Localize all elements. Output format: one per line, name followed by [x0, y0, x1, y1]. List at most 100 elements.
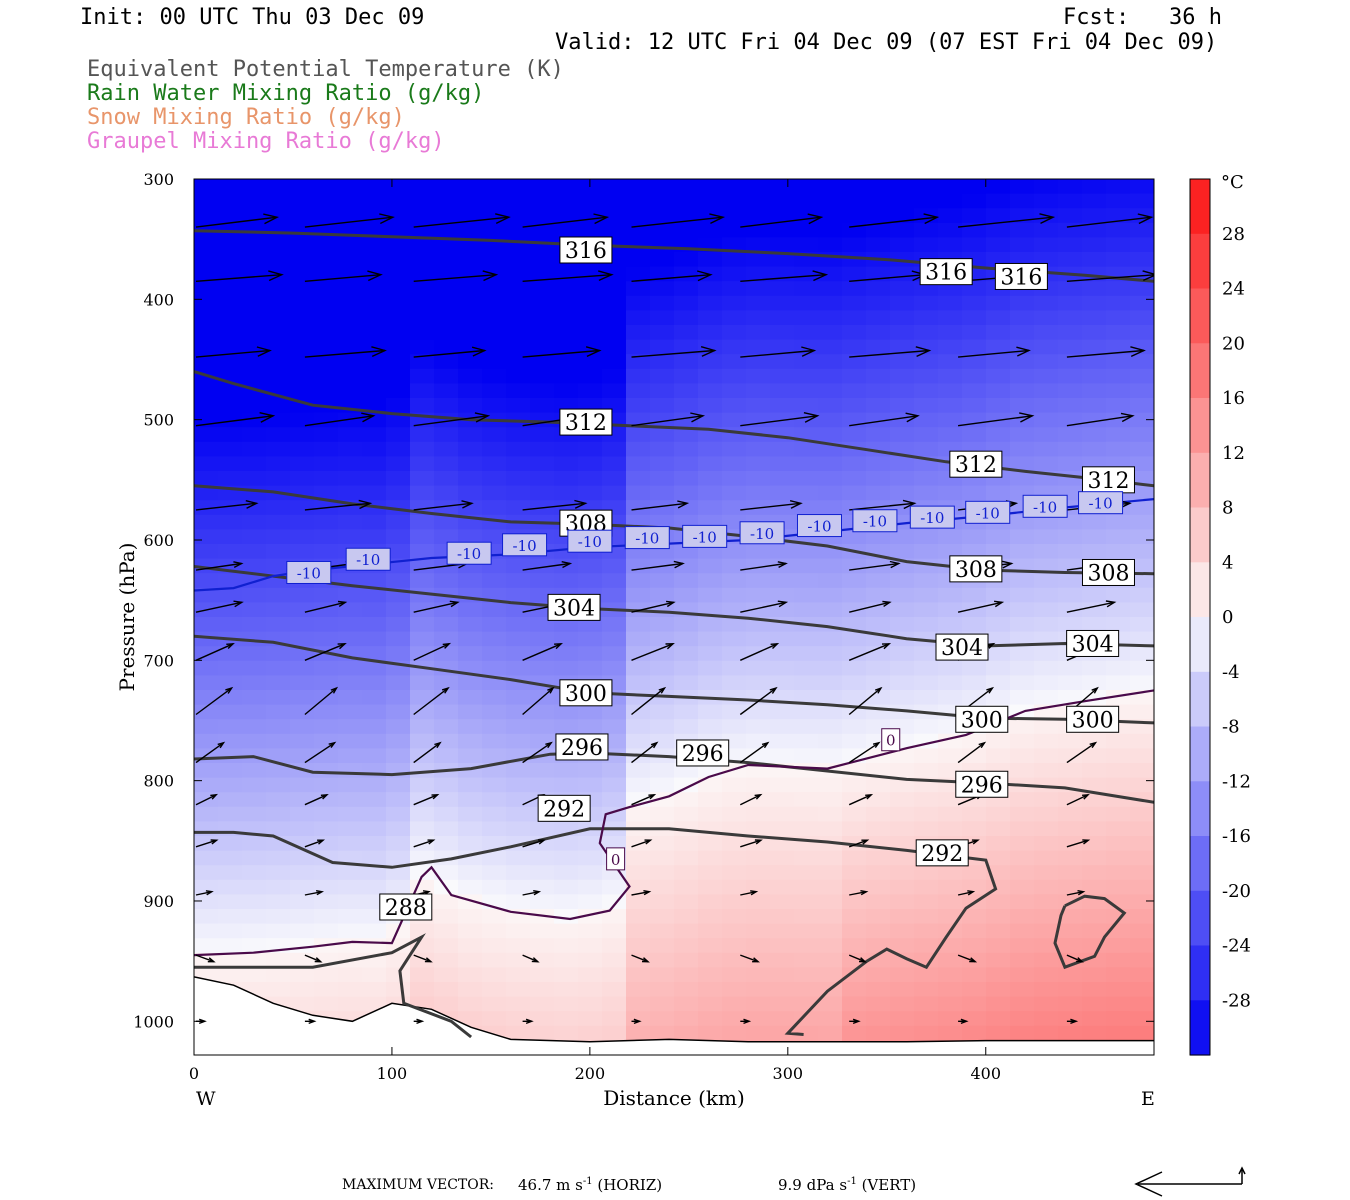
- temperature-cell: [698, 938, 723, 954]
- temperature-cell: [554, 850, 579, 866]
- temperature-cell: [554, 909, 579, 925]
- temperature-cell: [818, 412, 843, 428]
- temperature-cell: [1010, 631, 1035, 647]
- temperature-cell: [1010, 923, 1035, 939]
- temperature-cell: [530, 222, 555, 238]
- wind-vector: [631, 274, 711, 282]
- wind-vector: [740, 839, 762, 848]
- temperature-cell: [770, 938, 795, 954]
- wind-vector: [848, 794, 872, 806]
- temperature-cell: [434, 617, 459, 633]
- temperature-cell: [602, 704, 627, 720]
- temperature-cell: [722, 310, 747, 326]
- temperature-cell: [338, 690, 363, 706]
- temperature-cell: [626, 996, 651, 1012]
- temperature-cell: [746, 281, 771, 297]
- temperature-cell: [650, 850, 675, 866]
- temperature-cell: [1130, 602, 1154, 618]
- temperature-cell: [674, 1025, 699, 1041]
- temperature-cell: [1058, 529, 1083, 545]
- temperature-cell: [362, 295, 387, 311]
- temperature-cell: [722, 646, 747, 662]
- temperature-cell: [698, 368, 723, 384]
- temperature-cell: [218, 573, 243, 589]
- temperature-cell: [218, 967, 243, 983]
- temperature-cell: [338, 237, 363, 253]
- temperature-cell: [194, 266, 219, 282]
- temperature-cell: [1034, 850, 1059, 866]
- temperature-cell: [458, 806, 483, 822]
- temperature-cell: [770, 923, 795, 939]
- temperature-cell: [698, 281, 723, 297]
- theta-e-label-box: [949, 555, 1003, 583]
- temperature-cell: [914, 982, 939, 998]
- temperature-cell: [986, 967, 1011, 983]
- temperature-cell: [554, 879, 579, 895]
- temperature-cell: [770, 1025, 795, 1041]
- temperature-cell: [314, 836, 339, 852]
- temperature-cell: [914, 383, 939, 399]
- temperature-cell: [746, 587, 771, 603]
- temperature-cell: [698, 704, 723, 720]
- temperature-cell: [890, 544, 915, 560]
- max-vector-reference-arrow: [1134, 1166, 1246, 1197]
- temperature-cell: [890, 295, 915, 311]
- temperature-cell: [266, 602, 291, 618]
- theta-e-contour: [194, 933, 473, 1039]
- wind-vector: [631, 502, 688, 511]
- temperature-cell: [506, 602, 531, 618]
- temperature-cell: [434, 631, 459, 647]
- wind-vector: [195, 349, 270, 358]
- temperature-cell: [818, 690, 843, 706]
- minus10-label-box: [739, 521, 785, 545]
- temperature-cell: [458, 748, 483, 764]
- wind-vector: [740, 274, 827, 282]
- temperature-cell: [266, 193, 291, 209]
- temperature-cell: [674, 295, 699, 311]
- temperature-cell: [1058, 909, 1083, 925]
- temperature-cell: [842, 281, 867, 297]
- temperature-cell: [746, 865, 771, 881]
- temperature-cell: [914, 237, 939, 253]
- temperature-cell: [434, 777, 459, 793]
- temperature-cell: [890, 602, 915, 618]
- temperature-cell: [266, 879, 291, 895]
- temperature-cell: [914, 660, 939, 676]
- temperature-cell: [794, 587, 819, 603]
- temperature-cell: [818, 850, 843, 866]
- temperature-cell: [1130, 675, 1154, 691]
- temperature-cell: [1058, 865, 1083, 881]
- temperature-cell: [938, 675, 963, 691]
- temperature-cell: [410, 208, 435, 224]
- theta-e-contour: [1053, 894, 1127, 970]
- temperature-cell: [410, 938, 435, 954]
- temperature-cell: [818, 573, 843, 589]
- temperature-cell: [362, 602, 387, 618]
- temperature-cell: [1058, 471, 1083, 487]
- theta-e-label-box: [949, 450, 1003, 478]
- temperature-cell: [194, 281, 219, 297]
- temperature-cell: [314, 617, 339, 633]
- temperature-cell: [818, 339, 843, 355]
- temperature-cell: [722, 1011, 747, 1027]
- temperature-cell: [650, 660, 675, 676]
- temperature-cell: [650, 952, 675, 968]
- theta-e-label-box: [537, 794, 591, 822]
- temperature-cell: [770, 646, 795, 662]
- temperature-cell: [818, 865, 843, 881]
- temperature-cell: [914, 295, 939, 311]
- temperature-cell: [554, 573, 579, 589]
- temperature-cell: [914, 222, 939, 238]
- temperature-cell: [650, 923, 675, 939]
- temperature-cell: [1058, 354, 1083, 370]
- temperature-cell: [1034, 179, 1059, 195]
- minus10-label-box: [286, 560, 332, 584]
- wind-vector: [522, 954, 539, 963]
- temperature-cell: [794, 894, 819, 910]
- temperature-cell: [1058, 967, 1083, 983]
- temperature-cell: [1034, 529, 1059, 545]
- temperature-cell: [1058, 660, 1083, 676]
- temperature-cell: [218, 471, 243, 487]
- temperature-cell: [362, 193, 387, 209]
- temperature-cell: [242, 602, 267, 618]
